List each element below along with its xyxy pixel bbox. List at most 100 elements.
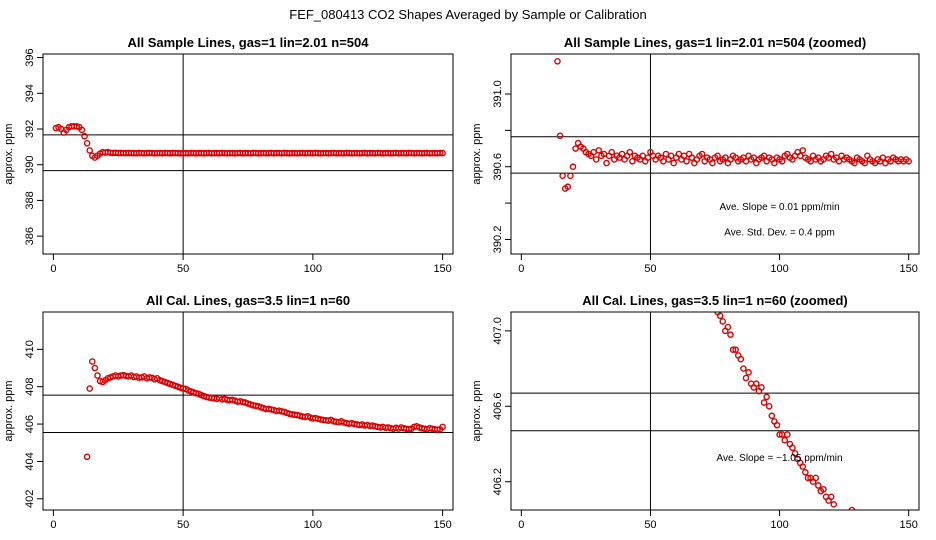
data-point — [745, 369, 752, 376]
chart-panel-1: All Sample Lines, gas=1 lin=2.01 n=504 ap… — [3, 35, 454, 275]
data-point — [629, 157, 636, 165]
y-tick-label: 394 — [24, 84, 36, 102]
data-point — [737, 355, 745, 363]
x-tick-label: 50 — [644, 263, 656, 275]
data-point — [670, 159, 677, 167]
data-point — [405, 426, 413, 433]
data-point — [729, 346, 737, 354]
plot-area — [511, 54, 919, 254]
data-point — [86, 385, 94, 392]
data-point — [436, 149, 444, 157]
annotation-text: Ave. Std. Dev. = 0.4 ppm — [724, 227, 835, 238]
data-point — [758, 384, 765, 391]
x-tick-label: 100 — [770, 263, 788, 275]
data-point — [91, 364, 99, 372]
data-point — [820, 485, 827, 493]
data-point — [791, 450, 799, 457]
x-tick-label: 0 — [518, 263, 524, 275]
y-tick-label: 402 — [24, 490, 36, 508]
data-point — [716, 312, 724, 320]
data-point — [760, 399, 768, 406]
x-tick-label: 0 — [50, 263, 56, 275]
data-point — [662, 150, 670, 158]
y-tick-label: 390 — [24, 156, 36, 174]
plot-frame — [42, 311, 454, 511]
y-axis-label: approx. ppm — [3, 380, 15, 441]
y-tick-label: 404 — [24, 452, 36, 470]
data-point — [784, 431, 791, 438]
data-point — [732, 346, 739, 354]
figure-title: FEF_080413 CO2 Shapes Averaged by Sample… — [289, 7, 646, 22]
data-point — [83, 453, 91, 461]
y-tick-label: 406.6 — [492, 393, 504, 421]
annotation-text: Ave. Slope = −1.05 ppm/min — [717, 453, 843, 464]
data-point — [742, 374, 750, 382]
data-point — [556, 132, 564, 140]
data-point — [724, 323, 732, 331]
data-point — [781, 436, 789, 444]
plot-frame — [510, 53, 920, 255]
data-point — [709, 159, 716, 167]
data-point — [439, 423, 446, 431]
plot-area — [43, 312, 453, 510]
data-point — [78, 126, 86, 134]
x-tick-label: 50 — [177, 263, 189, 275]
data-point — [567, 172, 574, 180]
data-point — [812, 474, 820, 482]
plot-area — [43, 54, 453, 254]
data-point — [89, 358, 96, 365]
panel-title: All Cal. Lines, gas=3.5 lin=1 n=60 (zoom… — [582, 293, 848, 308]
data-point — [753, 380, 760, 387]
annotation-text: Ave. Slope = 0.01 ppm/min — [719, 202, 839, 213]
y-tick-label: 408 — [24, 378, 36, 396]
plot-frame — [510, 311, 920, 511]
y-tick-label: 386 — [24, 227, 36, 245]
plot-frame — [42, 53, 454, 255]
data-point — [719, 318, 727, 325]
data-point — [86, 147, 94, 154]
data-point — [564, 183, 572, 191]
data-point — [559, 172, 566, 180]
panel-title: All Sample Lines, gas=1 lin=2.01 n=504 (… — [564, 35, 866, 50]
y-tick-label: 390.2 — [492, 226, 504, 254]
y-tick-label: 391.0 — [492, 80, 504, 108]
y-tick-label: 406.2 — [492, 468, 504, 496]
data-point — [595, 147, 603, 154]
data-point — [81, 132, 88, 140]
y-axis-label: approx. ppm — [471, 380, 483, 441]
y-tick-label: 390.6 — [492, 153, 504, 181]
data-point — [827, 150, 835, 158]
panel-title: All Cal. Lines, gas=3.5 lin=1 n=60 — [146, 293, 350, 308]
data-point — [802, 468, 809, 476]
data-point — [714, 152, 721, 160]
y-tick-label: 392 — [24, 120, 36, 138]
x-tick-label: 150 — [433, 519, 451, 531]
y-tick-label: 407.0 — [492, 317, 504, 345]
data-point — [804, 474, 812, 482]
x-tick-label: 0 — [50, 519, 56, 531]
x-tick-label: 100 — [770, 519, 788, 531]
data-point — [771, 159, 778, 167]
y-tick-label: 410 — [24, 340, 36, 358]
data-point — [799, 147, 807, 154]
y-axis-label: approx. ppm — [3, 123, 15, 184]
y-tick-label: 388 — [24, 191, 36, 209]
data-point — [683, 157, 690, 165]
data-point — [905, 157, 912, 165]
data-point — [768, 412, 776, 420]
plot-area — [511, 312, 919, 510]
data-point — [776, 431, 783, 438]
data-point — [592, 156, 600, 163]
data-point — [572, 145, 579, 152]
data-point — [830, 501, 838, 508]
x-tick-label: 0 — [518, 519, 524, 531]
data-point — [789, 444, 796, 452]
chart-panel-3: All Cal. Lines, gas=3.5 lin=1 n=60 approx… — [3, 293, 454, 531]
data-point — [626, 148, 634, 156]
data-point — [569, 163, 577, 171]
x-tick-label: 50 — [644, 519, 656, 531]
data-point — [698, 150, 706, 158]
data-point — [434, 426, 441, 433]
x-tick-label: 100 — [304, 519, 322, 531]
y-tick-label: 396 — [24, 48, 36, 66]
